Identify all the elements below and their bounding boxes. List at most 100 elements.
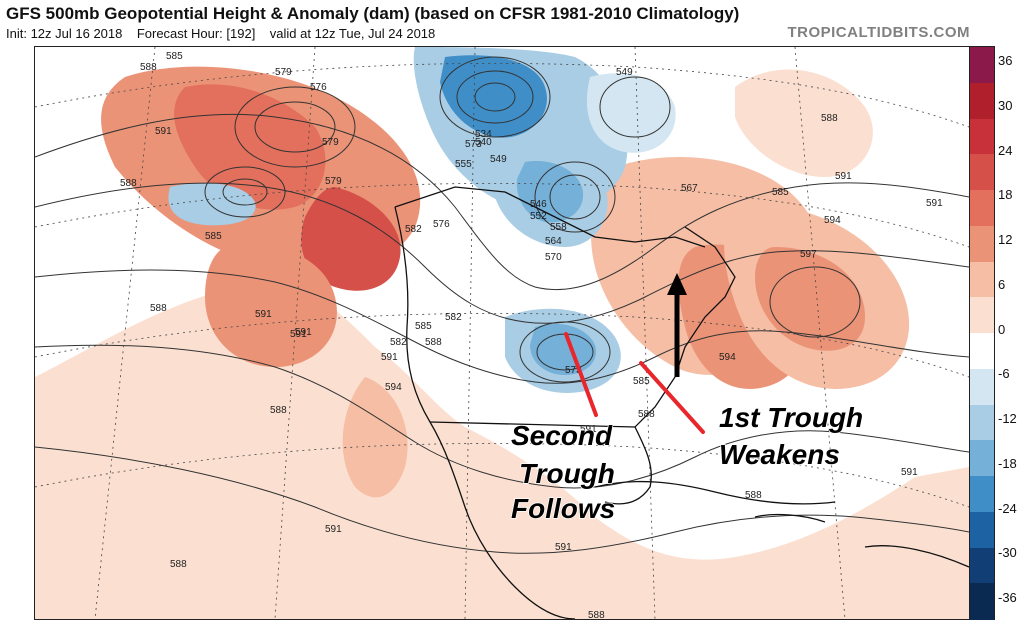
contour-label: 579 (322, 137, 339, 148)
annotation-second-trough: Second Trough Follows (510, 419, 616, 525)
contour-label: 555 (455, 159, 472, 170)
init-time: Init: 12z Jul 16 2018 (6, 26, 123, 41)
colorbar-segment (970, 511, 994, 548)
contour-label: 591 (290, 329, 307, 340)
map-panel: 585 579 576 588 591 588 585 579 591 588 … (34, 46, 970, 620)
annotation-first-trough: 1st Trough Weakens (718, 401, 864, 471)
contour-label: 588 (150, 303, 167, 314)
contour-label: 591 (580, 424, 597, 435)
contour-label: 534 (475, 129, 492, 140)
colorbar-segment (970, 82, 994, 119)
colorbar-segment (970, 583, 994, 620)
colorbar-segment (970, 333, 994, 370)
contour-label: 588 (821, 113, 838, 124)
colorbar-label: 6 (998, 276, 1006, 292)
contour-label: 588 (425, 337, 442, 348)
colorbar-label: -12 (998, 411, 1017, 426)
annotation-line: Weakens (719, 439, 840, 470)
colorbar-segment (970, 476, 994, 513)
contour-label: 558 (550, 222, 567, 233)
colorbar-segment (970, 47, 994, 84)
colorbar-segment (970, 154, 994, 191)
contour-label: 540 (475, 137, 492, 148)
contour-label: 597 (800, 249, 817, 260)
contour-label-group: 585 579 576 588 591 588 585 579 591 588 … (120, 51, 943, 619)
contour-label: 582 (390, 337, 407, 348)
colorbar-segment (970, 261, 994, 298)
contour-label: 579 (275, 67, 292, 78)
contour-label: 591 (901, 467, 918, 478)
negative-anomaly-shading (168, 47, 676, 393)
colorbar-segment (970, 440, 994, 477)
colorbar-label: -6 (998, 366, 1010, 382)
contour-label: 588 (270, 405, 287, 416)
colorbar-label: 30 (998, 97, 1013, 113)
annotation-line: Follows (511, 493, 615, 524)
contour-label: 576 (310, 82, 327, 93)
colorbar-label: 0 (998, 321, 1006, 337)
colorbar-segment (970, 225, 994, 262)
contour-label: 588 (120, 178, 137, 189)
contour-label: 573 (465, 139, 482, 150)
colorbar-segment (970, 404, 994, 441)
map-subtitle: Init: 12z Jul 16 2018 Forecast Hour: [19… (6, 26, 435, 41)
contour-label: 588 (588, 610, 605, 619)
contour-label: 579 (325, 176, 342, 187)
contour-label: 570 (545, 252, 562, 263)
contour-label: 591 (555, 542, 572, 553)
brand-watermark: TROPICALTIDBITS.COM (787, 24, 970, 41)
coastlines (394, 186, 969, 619)
colorbar-segment (970, 297, 994, 334)
northward-arrow (667, 273, 687, 377)
contour-label: 591 (926, 198, 943, 209)
annotation-line: 1st Trough (719, 402, 863, 433)
colorbar-label: -30 (998, 545, 1017, 561)
contour-label: 591 (381, 352, 398, 363)
colorbar-label: 12 (998, 232, 1013, 247)
contour-label: 588 (745, 490, 762, 501)
positive-anomaly-shading (35, 66, 969, 619)
contour-label: 591 (835, 171, 852, 182)
contour-label: 588 (170, 559, 187, 570)
contour-label: 591 (155, 126, 172, 137)
colorbar-label: -24 (998, 500, 1017, 516)
first-trough-axis (639, 361, 705, 434)
valid-time: valid at 12z Tue, Jul 24 2018 (269, 26, 436, 41)
contour-label: 594 (719, 352, 736, 363)
contour-label: 564 (545, 236, 562, 247)
contour-label: 549 (490, 154, 507, 165)
contour-label: 585 (772, 187, 789, 198)
colorbar-label: 18 (998, 187, 1013, 203)
colorbar-label: 36 (998, 53, 1013, 68)
trough-axis-lines (564, 332, 705, 434)
annotation-line: Trough (519, 458, 615, 489)
colorbar-segment (970, 118, 994, 155)
header: GFS 500mb Geopotential Height & Anomaly … (0, 0, 1024, 48)
forecast-hour: Forecast Hour: [192] (136, 26, 256, 41)
arrow-head-icon (667, 273, 687, 295)
contour-label: 573 (565, 365, 582, 376)
annotation-line: Second (511, 420, 613, 451)
colorbar-segment (970, 190, 994, 227)
contour-label: 582 (445, 312, 462, 323)
contour-label: 582 (405, 224, 422, 235)
anomaly-colorbar (969, 46, 995, 620)
contour-label: 567 (681, 183, 698, 194)
colorbar-segment (970, 547, 994, 584)
contour-label: 591 (295, 327, 312, 338)
colorbar-segment (970, 368, 994, 405)
contour-label: 588 (140, 62, 157, 73)
contour-label: 585 (415, 321, 432, 332)
contour-label: 576 (433, 219, 450, 230)
contour-label: 594 (824, 215, 841, 226)
contour-label: 591 (255, 309, 272, 320)
map-title: GFS 500mb Geopotential Height & Anomaly … (6, 4, 740, 23)
contour-label: 585 (166, 51, 183, 62)
contour-label: 546 (530, 199, 547, 210)
contour-label: 552 (530, 211, 547, 222)
map-svg: 585 579 576 588 591 588 585 579 591 588 … (35, 47, 969, 619)
contour-label: 585 (205, 231, 222, 242)
colorbar-label: 24 (998, 142, 1013, 158)
colorbar-label: -36 (998, 590, 1017, 605)
contour-label: 549 (616, 67, 633, 78)
